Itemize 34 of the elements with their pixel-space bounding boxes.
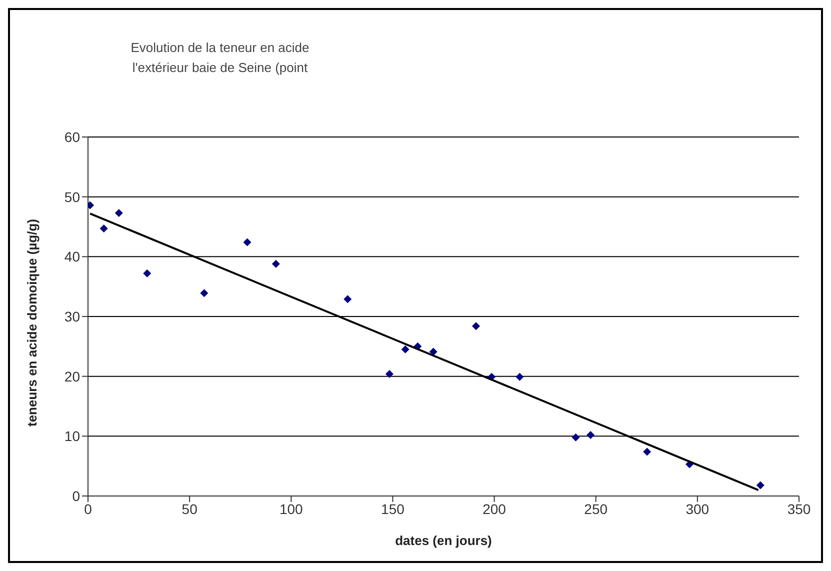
point: [586, 430, 595, 439]
y-tick-label: 10: [64, 428, 80, 444]
point: [100, 224, 108, 233]
point: [401, 345, 410, 354]
y-tick-label: 40: [64, 248, 80, 265]
point: [472, 322, 480, 330]
point: [572, 433, 580, 442]
x-tick-label: 0: [84, 500, 92, 517]
chart-title: Evolution de la teneur en acide l'extérieur baie de Seine (point: [130, 39, 310, 77]
point: [143, 269, 152, 278]
x-tick-label: 200: [482, 500, 506, 517]
point: [385, 370, 394, 378]
x-tick-label: 150: [381, 500, 405, 517]
y-tick-label: 50: [64, 188, 80, 205]
point: [272, 260, 280, 268]
x-tick-label: 300: [686, 500, 710, 517]
y-axis-title: teneurs en acide domoique (µg/g): [24, 218, 40, 426]
point: [429, 348, 438, 356]
x-tick-label: 100: [279, 500, 304, 517]
x-axis-title: dates (en jours): [395, 533, 492, 548]
y-tick-label: 60: [64, 128, 80, 145]
y-tick-label: 20: [64, 368, 80, 384]
point: [344, 295, 352, 304]
point: [643, 448, 652, 456]
point: [516, 372, 524, 381]
x-tick-label: 50: [182, 500, 198, 517]
point: [243, 238, 252, 246]
point: [200, 289, 208, 298]
point: [114, 208, 123, 217]
point: [756, 481, 764, 490]
x-tick-label: 250: [584, 500, 608, 517]
y-tick-label: 0: [72, 488, 80, 504]
x-tick-label: 350: [787, 500, 811, 517]
y-tick-label: 30: [64, 308, 80, 324]
